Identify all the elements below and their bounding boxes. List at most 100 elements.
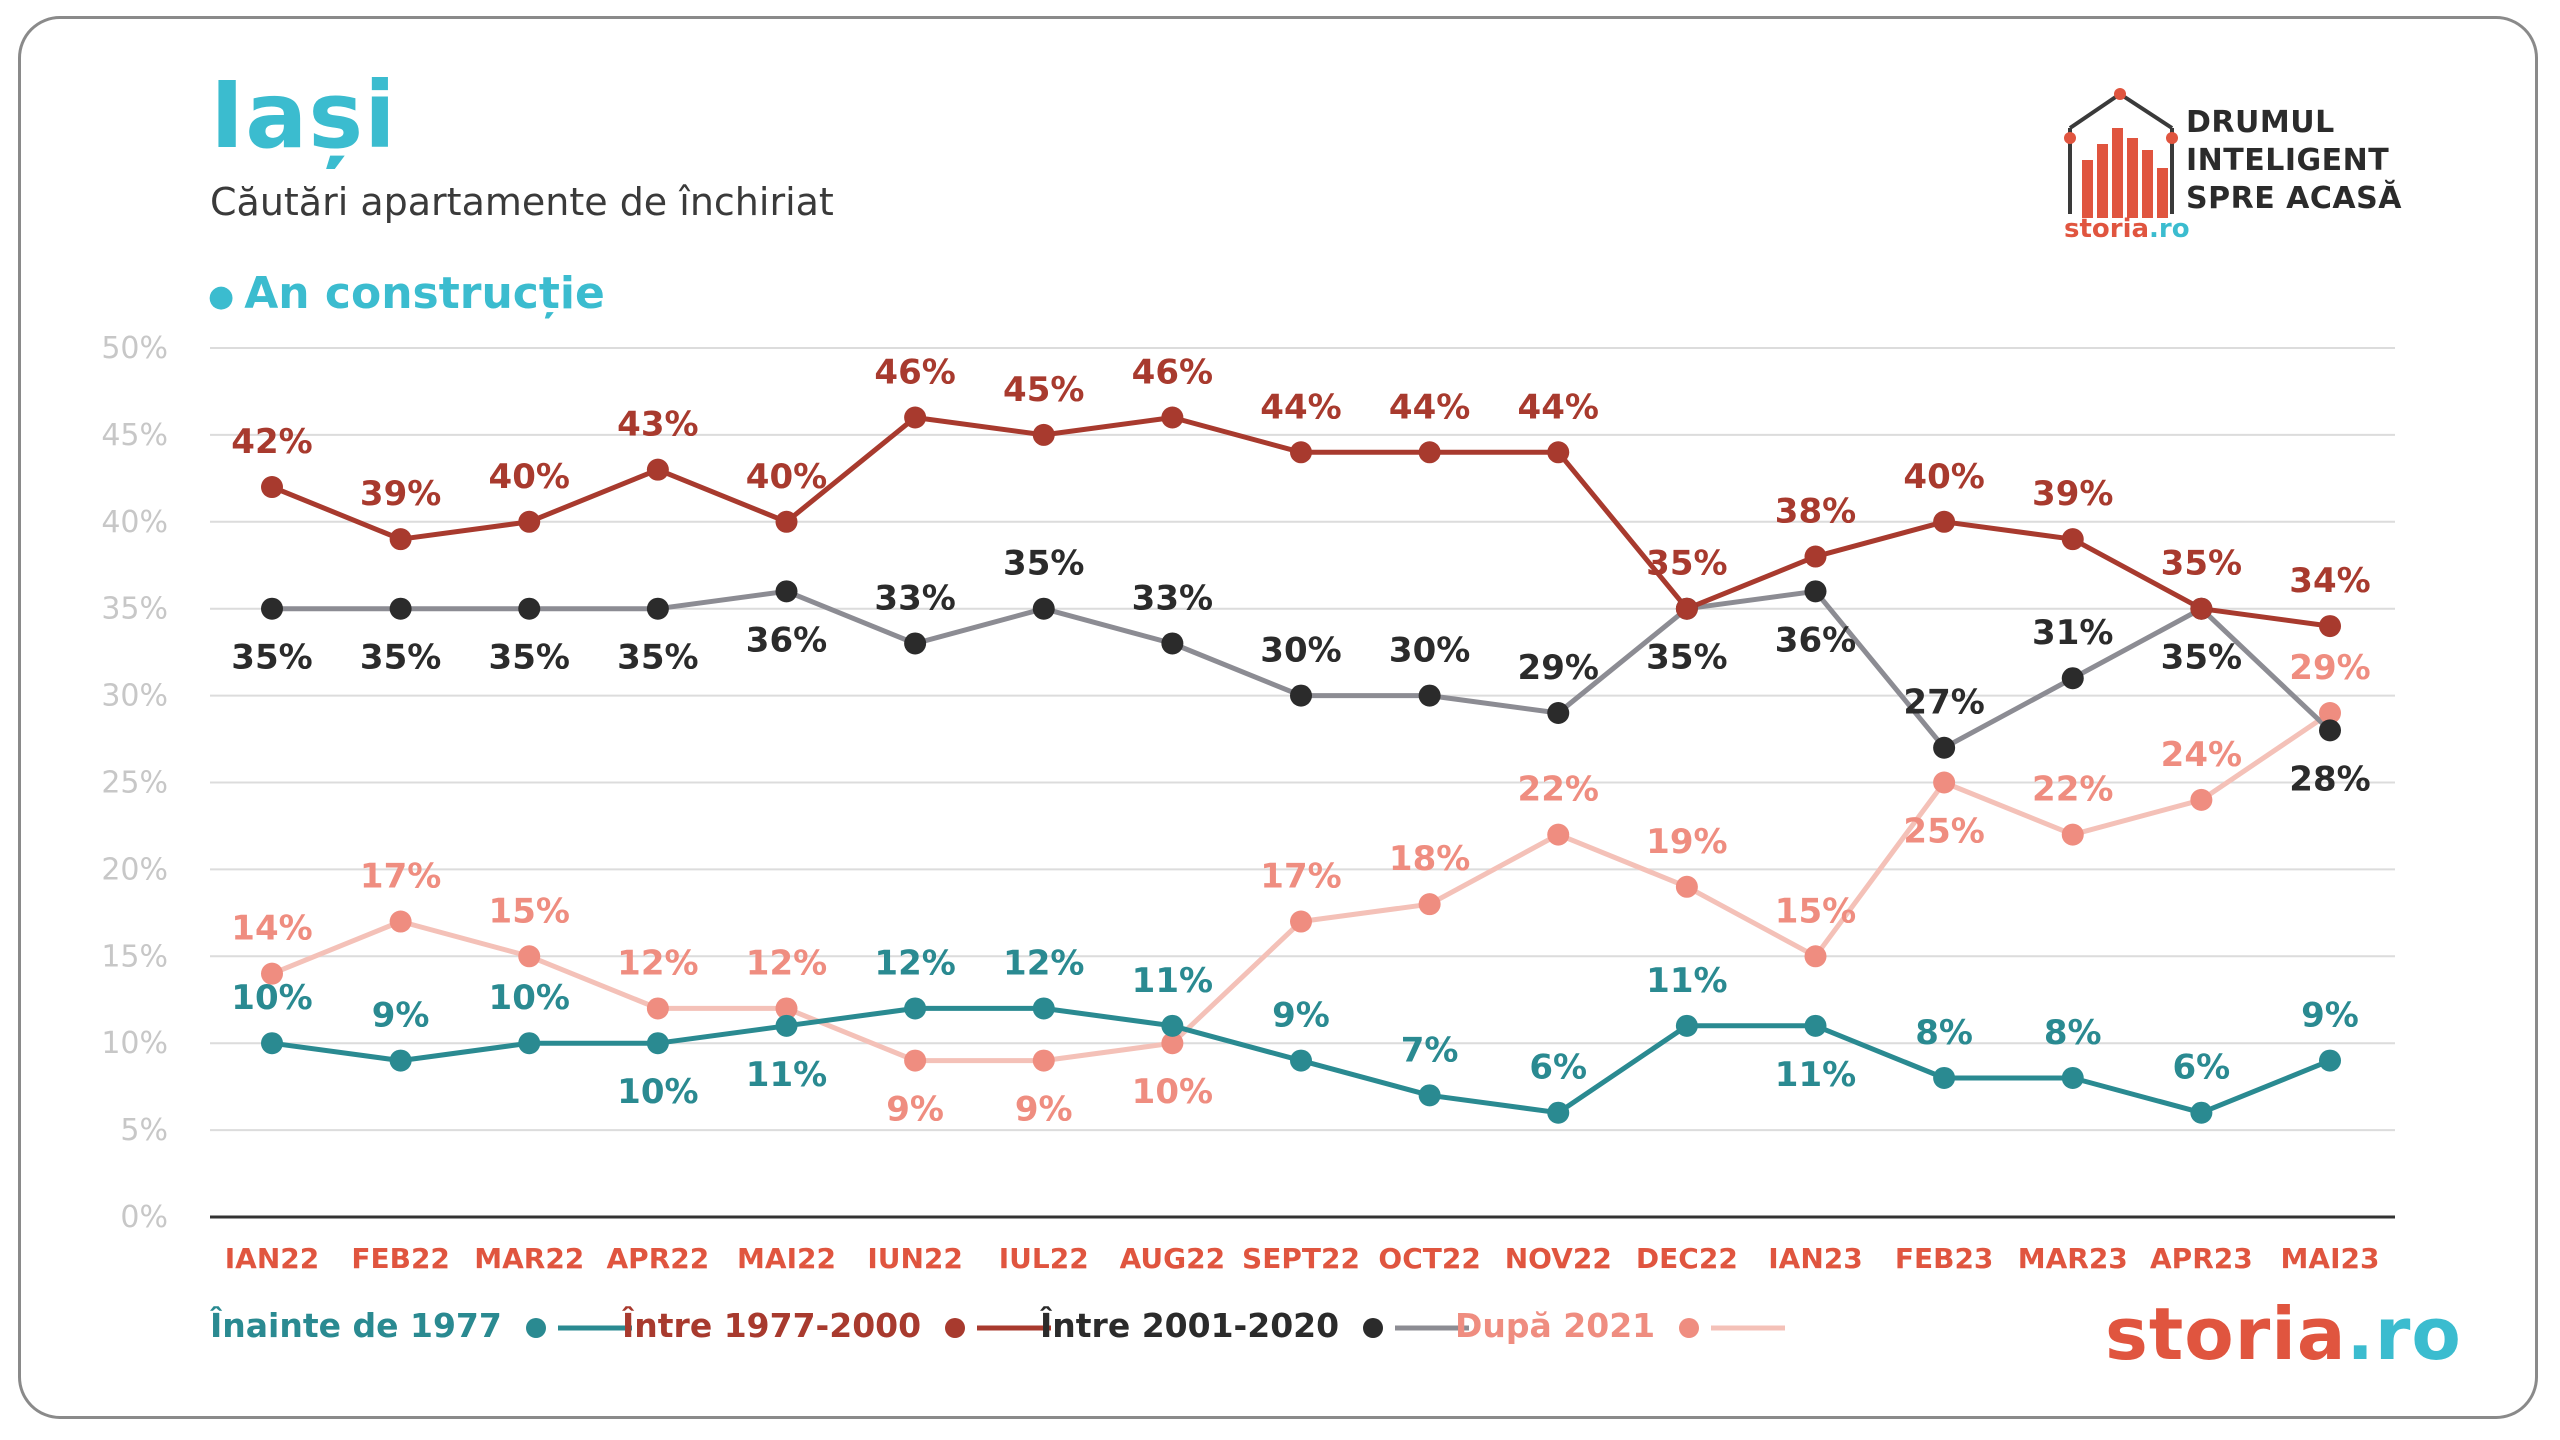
y-tick-label: 5% bbox=[120, 1113, 168, 1148]
data-point bbox=[1547, 441, 1570, 464]
data-label: 33% bbox=[874, 578, 955, 618]
brand-tagline: DRUMUL INTELIGENT SPRE ACASĂ bbox=[2186, 104, 2402, 218]
data-point bbox=[904, 1049, 927, 1072]
data-label: 17% bbox=[1260, 857, 1341, 897]
footer-logo: storia.ro bbox=[2105, 1292, 2462, 1376]
y-tick-label: 40% bbox=[101, 505, 168, 540]
data-label: 35% bbox=[2161, 638, 2242, 678]
section-heading-label: An construcție bbox=[244, 268, 605, 319]
data-point bbox=[518, 597, 541, 620]
data-point bbox=[261, 597, 283, 620]
data-label: 10% bbox=[617, 1072, 698, 1112]
data-point bbox=[518, 510, 541, 533]
brand-small-tld: .ro bbox=[2149, 214, 2190, 244]
data-label: 12% bbox=[1003, 943, 1084, 983]
data-label: 19% bbox=[1646, 822, 1727, 862]
bullet-icon: ● bbox=[208, 278, 235, 314]
x-tick-label: APR23 bbox=[2150, 1242, 2253, 1275]
x-tick-label: MAI23 bbox=[2281, 1242, 2380, 1275]
data-point bbox=[1290, 684, 1312, 707]
data-label: 34% bbox=[2289, 561, 2370, 601]
data-point bbox=[2319, 1049, 2341, 1072]
data-point bbox=[2061, 667, 2084, 690]
y-tick-label: 10% bbox=[101, 1026, 168, 1061]
data-label: 9% bbox=[1015, 1090, 1073, 1130]
data-point bbox=[646, 597, 669, 620]
data-point bbox=[1290, 441, 1312, 464]
data-point bbox=[775, 580, 798, 603]
data-point bbox=[1804, 545, 1827, 568]
data-label: 35% bbox=[231, 638, 312, 678]
data-label: 15% bbox=[1775, 891, 1856, 931]
data-label: 38% bbox=[1775, 492, 1856, 532]
data-point bbox=[1547, 1101, 1570, 1124]
data-label: 35% bbox=[1646, 638, 1727, 678]
data-label: 39% bbox=[2032, 474, 2113, 514]
data-point bbox=[775, 1014, 798, 1037]
legend-swatch-icon bbox=[1679, 1317, 1786, 1338]
data-point bbox=[1933, 736, 1956, 759]
data-point bbox=[1547, 823, 1570, 846]
data-label: 40% bbox=[746, 457, 827, 497]
x-tick-label: NOV22 bbox=[1505, 1242, 1612, 1275]
data-label: 40% bbox=[489, 457, 570, 497]
brand-small-name: storia bbox=[2064, 214, 2150, 244]
data-point bbox=[261, 1032, 283, 1055]
section-heading: ● An construcție bbox=[208, 268, 605, 319]
data-point bbox=[1933, 771, 1956, 794]
data-point bbox=[1418, 441, 1441, 464]
x-tick-label: DEC22 bbox=[1636, 1242, 1738, 1275]
data-point bbox=[261, 476, 283, 499]
x-tick-label: MAR23 bbox=[2018, 1242, 2128, 1275]
x-tick-label: AUG22 bbox=[1120, 1242, 1226, 1275]
x-tick-label: FEB23 bbox=[1895, 1242, 1994, 1275]
data-label: 11% bbox=[1775, 1055, 1856, 1095]
y-tick-label: 15% bbox=[101, 939, 168, 974]
x-tick-label: APR22 bbox=[607, 1242, 710, 1275]
data-point bbox=[646, 997, 669, 1020]
legend-swatch-icon bbox=[525, 1317, 632, 1338]
data-label: 9% bbox=[1272, 996, 1330, 1036]
data-label: 7% bbox=[1401, 1030, 1459, 1070]
data-point bbox=[1032, 1049, 1055, 1072]
data-label: 9% bbox=[372, 996, 430, 1036]
data-label: 30% bbox=[1260, 631, 1341, 671]
data-label: 30% bbox=[1389, 631, 1470, 671]
data-label: 11% bbox=[1132, 961, 1213, 1001]
data-point bbox=[389, 1049, 412, 1072]
footer-logo-name: storia bbox=[2105, 1292, 2347, 1376]
x-tick-label: SEPT22 bbox=[1242, 1242, 1360, 1275]
data-point bbox=[1675, 597, 1698, 620]
data-label: 10% bbox=[489, 978, 570, 1018]
data-point bbox=[1161, 1032, 1184, 1055]
data-label: 46% bbox=[874, 353, 955, 393]
legend-item: După 2021 bbox=[1455, 1306, 1787, 1346]
data-label: 31% bbox=[2032, 613, 2113, 653]
brand-line: SPRE ACASĂ bbox=[2186, 181, 2402, 216]
data-point bbox=[2061, 528, 2084, 551]
data-point bbox=[1418, 1084, 1441, 1107]
data-label: 14% bbox=[231, 909, 312, 949]
data-label: 8% bbox=[2044, 1013, 2102, 1053]
data-label: 17% bbox=[360, 857, 441, 897]
x-tick-label: MAI22 bbox=[737, 1242, 836, 1275]
data-point bbox=[2319, 719, 2341, 742]
data-label: 15% bbox=[489, 891, 570, 931]
data-label: 6% bbox=[2173, 1048, 2231, 1088]
data-label: 12% bbox=[874, 943, 955, 983]
legend-label: După 2021 bbox=[1455, 1306, 1656, 1345]
data-label: 25% bbox=[1903, 812, 1984, 852]
data-label: 29% bbox=[2289, 648, 2370, 688]
data-label: 35% bbox=[1646, 544, 1727, 584]
data-point bbox=[904, 997, 927, 1020]
data-point bbox=[1418, 893, 1441, 916]
data-label: 36% bbox=[1775, 620, 1856, 660]
data-label: 35% bbox=[360, 638, 441, 678]
x-tick-label: FEB22 bbox=[351, 1242, 450, 1275]
data-label: 24% bbox=[2161, 735, 2242, 775]
data-point bbox=[261, 962, 283, 985]
data-label: 35% bbox=[489, 638, 570, 678]
data-point bbox=[1804, 1014, 1827, 1037]
data-point bbox=[1290, 910, 1312, 933]
x-tick-label: OCT22 bbox=[1378, 1242, 1480, 1275]
